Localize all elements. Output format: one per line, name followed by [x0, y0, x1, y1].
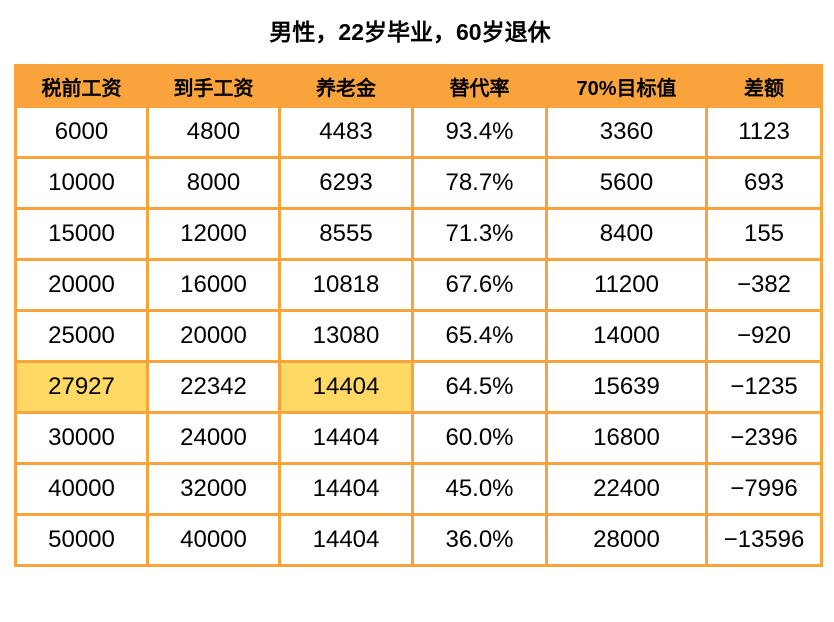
table-cell: 36.0%	[411, 513, 548, 567]
table-cell: 40000	[146, 513, 281, 567]
table-cell: 3360	[545, 105, 708, 159]
table-row: 50000 40000 14404 36.0% 28000 −13596	[14, 513, 823, 567]
table-cell: 27927	[14, 360, 149, 414]
table-cell: 40000	[14, 462, 149, 516]
table-cell: 14000	[545, 309, 708, 363]
table-row-highlighted: 27927 22342 14404 64.5% 15639 −1235	[14, 360, 823, 414]
table-cell: 60.0%	[411, 411, 548, 465]
table-row: 10000 8000 6293 78.7% 5600 693	[14, 156, 823, 210]
table-cell: 16800	[545, 411, 708, 465]
table-cell: 14404	[278, 411, 414, 465]
table-cell: 20000	[14, 258, 149, 312]
table-row: 30000 24000 14404 60.0% 16800 −2396	[14, 411, 823, 465]
table-cell: 45.0%	[411, 462, 548, 516]
table-cell: 64.5%	[411, 360, 548, 414]
table-cell: 65.4%	[411, 309, 548, 363]
column-header-pension: 养老金	[278, 64, 414, 108]
table-header: 税前工资 到手工资 养老金 替代率 70%目标值 差额	[14, 64, 823, 108]
table-cell: 155	[705, 207, 823, 261]
table-cell: 1123	[705, 105, 823, 159]
table-cell: 22400	[545, 462, 708, 516]
table-cell: 71.3%	[411, 207, 548, 261]
table-cell: 22342	[146, 360, 281, 414]
column-header-replacement-rate: 替代率	[411, 64, 548, 108]
column-header-70pct-target: 70%目标值	[545, 64, 708, 108]
table-cell: 16000	[146, 258, 281, 312]
table-body: 6000 4800 4483 93.4% 3360 1123 10000 800…	[14, 105, 823, 567]
table-cell: 24000	[146, 411, 281, 465]
table-row: 6000 4800 4483 93.4% 3360 1123	[14, 105, 823, 159]
table-cell: 4800	[146, 105, 281, 159]
table-cell: 14404	[278, 513, 414, 567]
table-cell: −13596	[705, 513, 823, 567]
table-cell: 11200	[545, 258, 708, 312]
table-cell: −382	[705, 258, 823, 312]
table-cell: 14404	[278, 462, 414, 516]
table-title: 男性，22岁毕业，60岁退休	[269, 19, 551, 45]
table-cell: −920	[705, 309, 823, 363]
table-cell: 14404	[278, 360, 414, 414]
table-cell: 8555	[278, 207, 414, 261]
table-cell: 10000	[14, 156, 149, 210]
table-cell: −2396	[705, 411, 823, 465]
table-cell: 8000	[146, 156, 281, 210]
table-cell: 693	[705, 156, 823, 210]
pension-table: 税前工资 到手工资 养老金 替代率 70%目标值 差额 6000 4800 44…	[14, 64, 823, 567]
column-header-takehome-salary: 到手工资	[146, 64, 281, 108]
header-row: 税前工资 到手工资 养老金 替代率 70%目标值 差额	[14, 64, 823, 108]
table-cell: 30000	[14, 411, 149, 465]
table-cell: 28000	[545, 513, 708, 567]
table-cell: −1235	[705, 360, 823, 414]
table-cell: 78.7%	[411, 156, 548, 210]
table-cell: −7996	[705, 462, 823, 516]
table-cell: 15000	[14, 207, 149, 261]
table-cell: 6000	[14, 105, 149, 159]
table-cell: 50000	[14, 513, 149, 567]
table-cell: 12000	[146, 207, 281, 261]
column-header-difference: 差额	[705, 64, 823, 108]
table-cell: 13080	[278, 309, 414, 363]
table-cell: 4483	[278, 105, 414, 159]
table-row: 40000 32000 14404 45.0% 22400 −7996	[14, 462, 823, 516]
column-header-pretax-salary: 税前工资	[14, 64, 149, 108]
table-cell: 93.4%	[411, 105, 548, 159]
table-cell: 25000	[14, 309, 149, 363]
table-cell: 8400	[545, 207, 708, 261]
table-cell: 15639	[545, 360, 708, 414]
table-cell: 5600	[545, 156, 708, 210]
table-cell: 10818	[278, 258, 414, 312]
table-cell: 20000	[146, 309, 281, 363]
table-row: 25000 20000 13080 65.4% 14000 −920	[14, 309, 823, 363]
table-cell: 6293	[278, 156, 414, 210]
table-row: 15000 12000 8555 71.3% 8400 155	[14, 207, 823, 261]
table-cell: 32000	[146, 462, 281, 516]
table-cell: 67.6%	[411, 258, 548, 312]
table-row: 20000 16000 10818 67.6% 11200 −382	[14, 258, 823, 312]
